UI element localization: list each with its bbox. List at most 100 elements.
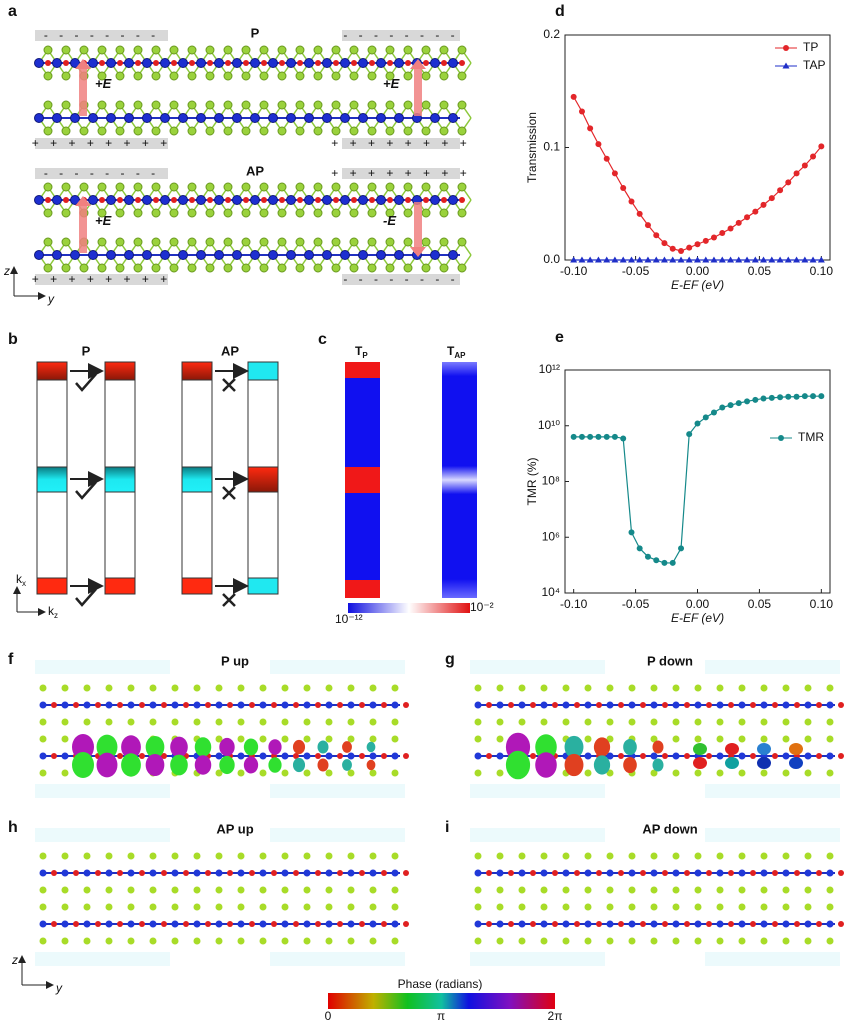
atom [303,752,311,760]
content: a b c d e f g h i - - - - - - - - - - - - - - - - +… [3,3,844,1023]
data-point [669,256,677,263]
data-point [686,244,693,251]
atom [45,197,51,203]
atom [457,182,467,192]
atom [61,903,69,911]
atom [562,903,570,911]
atom [405,197,411,203]
atom [115,126,125,136]
atom [518,701,526,709]
atom [95,921,101,927]
atom [562,718,570,726]
atom [303,903,311,911]
atom [331,237,341,247]
atom [421,71,431,81]
atom [628,684,636,692]
atom [672,903,680,911]
atom [530,753,536,759]
data-point [760,395,767,402]
atom [403,263,413,273]
atom [241,100,251,110]
atom [249,921,255,927]
atom [241,45,251,55]
atom [403,921,409,927]
atom [261,197,267,203]
atom [618,702,624,708]
atom [117,753,123,759]
data-point [595,433,602,440]
atom [662,870,668,876]
atom [405,60,411,66]
wavefunction-lobe [366,759,376,771]
data-point [653,557,660,564]
atom [34,58,44,68]
atom [474,769,482,777]
atom [281,852,289,860]
atom [237,769,245,777]
atom [448,113,458,123]
atom [187,208,197,218]
atom [474,937,482,945]
data-point [760,201,767,208]
colorbar-tick-label: 2π [548,1009,563,1023]
field-arrow [79,202,87,253]
substrate [270,660,405,674]
substrate [270,828,405,842]
atom [61,208,71,218]
field-arrow [414,202,422,253]
data-point [620,435,627,442]
substrate [35,784,170,798]
atom [628,718,636,726]
band [36,577,68,595]
data-point [644,553,651,560]
atom [518,869,526,877]
atom [279,197,285,203]
atom [237,718,245,726]
atom [403,126,413,136]
atom [331,71,341,81]
atom [782,684,790,692]
band [181,361,213,381]
field-arrow-head [75,59,91,69]
atom [474,701,482,709]
atom [694,937,702,945]
atom [237,886,245,894]
atom [215,920,223,928]
atom [369,886,377,894]
atom [295,263,305,273]
atom [39,752,47,760]
data-point [661,240,668,247]
atom [97,126,107,136]
atom [574,702,580,708]
atom [772,753,778,759]
wavefunction-lobe [145,735,165,759]
atom [351,60,357,66]
atom [105,920,113,928]
atom [369,852,377,860]
atom [117,702,123,708]
atom [39,920,47,928]
atom [171,197,177,203]
atom [584,937,592,945]
atom [115,45,125,55]
atom [97,71,107,81]
atom [369,735,377,743]
atom [349,71,359,81]
text-sub: P [362,351,368,360]
atom [347,684,355,692]
atom [694,920,702,928]
atom [99,197,105,203]
wavefunction-lobe [268,757,282,773]
atom [706,870,712,876]
atom [227,921,233,927]
atom [133,263,143,273]
atom [61,735,69,743]
atom [171,718,179,726]
atom [367,182,377,192]
band [104,466,136,493]
atom [826,718,834,726]
atom [153,197,159,203]
atom [303,869,311,877]
plot-frame [564,34,831,261]
atom [315,870,321,876]
